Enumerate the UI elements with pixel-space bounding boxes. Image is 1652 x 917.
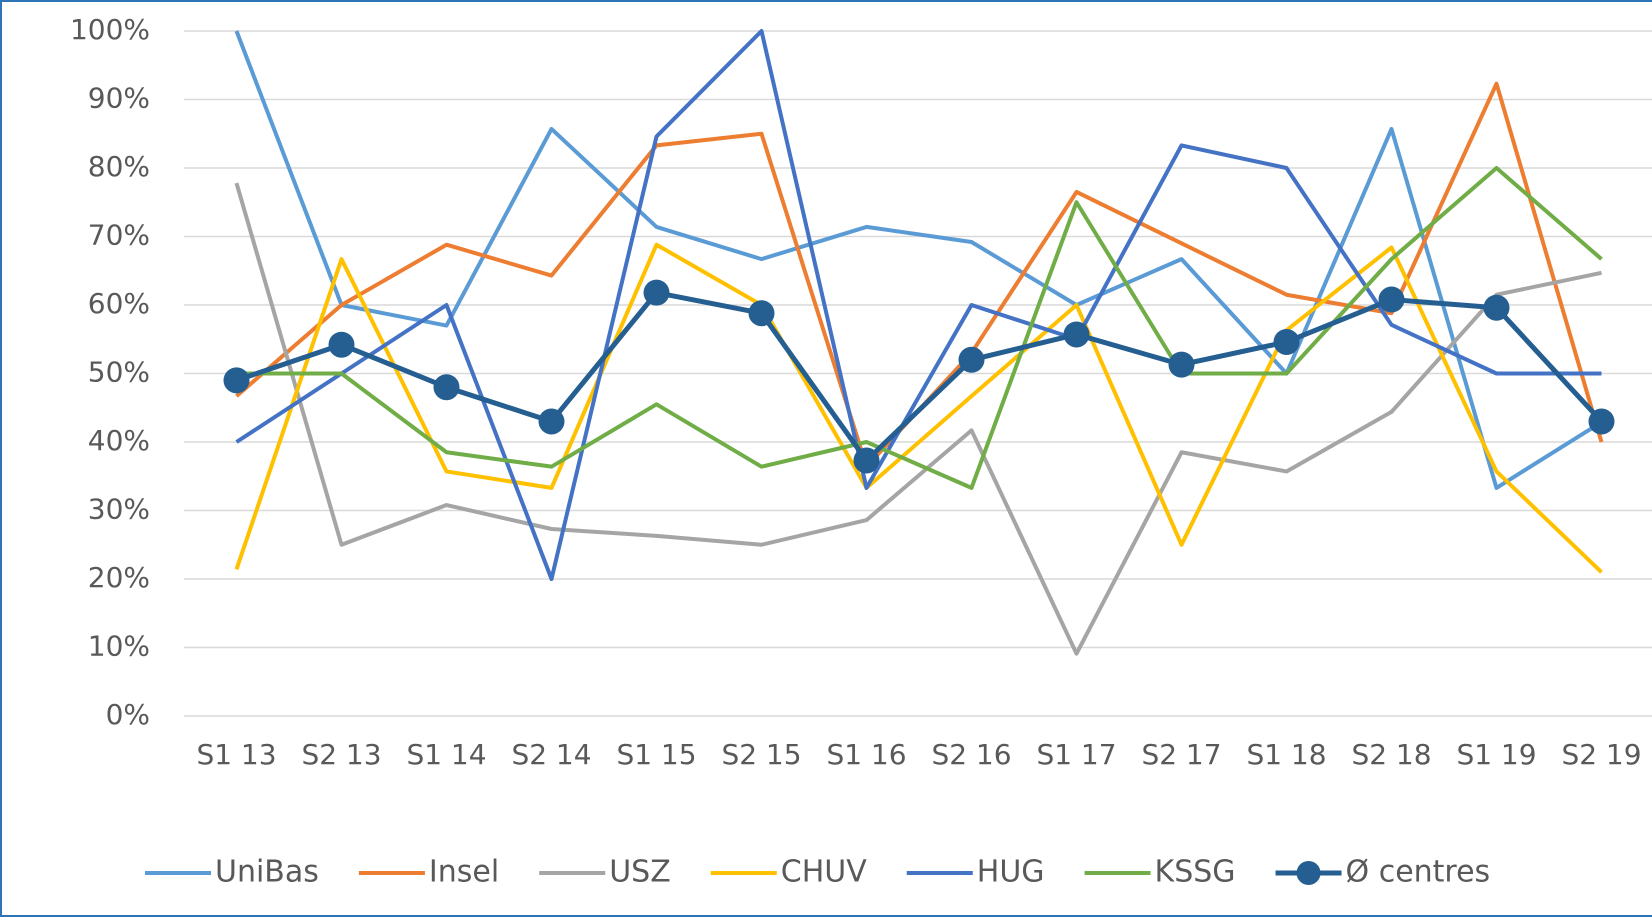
x-tick-label: S1 16 xyxy=(826,738,906,771)
x-tick-label: S2 14 xyxy=(511,738,591,771)
y-tick-label: 40% xyxy=(88,424,150,457)
series-line xyxy=(235,29,1602,581)
legend-label: CHUV xyxy=(781,855,867,890)
x-tick-label: S1 15 xyxy=(616,738,696,771)
point-marker xyxy=(1168,351,1195,378)
series-line xyxy=(234,182,1602,656)
point-marker xyxy=(1378,286,1405,313)
x-tick-label: S2 17 xyxy=(1141,738,1221,771)
legend-label: KSSG xyxy=(1155,855,1236,890)
point-marker xyxy=(1063,321,1090,348)
series-line xyxy=(234,30,1603,490)
point-marker xyxy=(328,331,355,358)
point-marker xyxy=(223,367,250,394)
x-tick-label: S1 19 xyxy=(1456,738,1536,771)
legend-marker xyxy=(1296,861,1321,885)
x-tick-label: S2 16 xyxy=(931,738,1011,771)
x-tick-label: S2 13 xyxy=(301,738,381,771)
y-tick-label: 60% xyxy=(88,287,150,320)
point-marker xyxy=(1483,294,1510,321)
point-marker xyxy=(433,374,460,401)
point-marker xyxy=(958,346,985,373)
series-line xyxy=(234,242,1603,574)
legend-label: Insel xyxy=(429,855,499,890)
y-tick-label: 100% xyxy=(70,13,150,46)
point-marker xyxy=(748,300,775,327)
point-marker xyxy=(538,408,565,435)
y-tick-label: 70% xyxy=(88,219,150,252)
x-tick-label: S1 13 xyxy=(196,738,276,771)
point-marker xyxy=(1273,328,1300,355)
y-tick-label: 80% xyxy=(88,150,150,183)
y-tick-label: 90% xyxy=(88,82,150,115)
y-tick-label: 20% xyxy=(88,561,150,594)
x-tick-label: S2 18 xyxy=(1351,738,1431,771)
legend-label: HUG xyxy=(977,855,1045,890)
point-marker xyxy=(1588,408,1615,435)
y-tick-label: 30% xyxy=(88,493,150,526)
series-line xyxy=(235,290,1604,463)
x-tick-label: S1 14 xyxy=(406,738,486,771)
x-tick-label: S2 15 xyxy=(721,738,801,771)
point-marker xyxy=(643,279,670,306)
y-tick-label: 50% xyxy=(88,356,150,389)
y-tick-label: 10% xyxy=(88,630,150,663)
series-line xyxy=(236,166,1603,490)
legend-label: Ø centres xyxy=(1346,855,1491,890)
point-marker xyxy=(853,447,880,474)
legend-label: USZ xyxy=(609,855,671,890)
y-tick-label: 0% xyxy=(106,698,150,731)
x-tick-label: S2 19 xyxy=(1561,738,1641,771)
x-tick-label: S1 18 xyxy=(1246,738,1326,771)
x-tick-label: S1 17 xyxy=(1036,738,1116,771)
legend-label: UniBas xyxy=(215,855,319,890)
